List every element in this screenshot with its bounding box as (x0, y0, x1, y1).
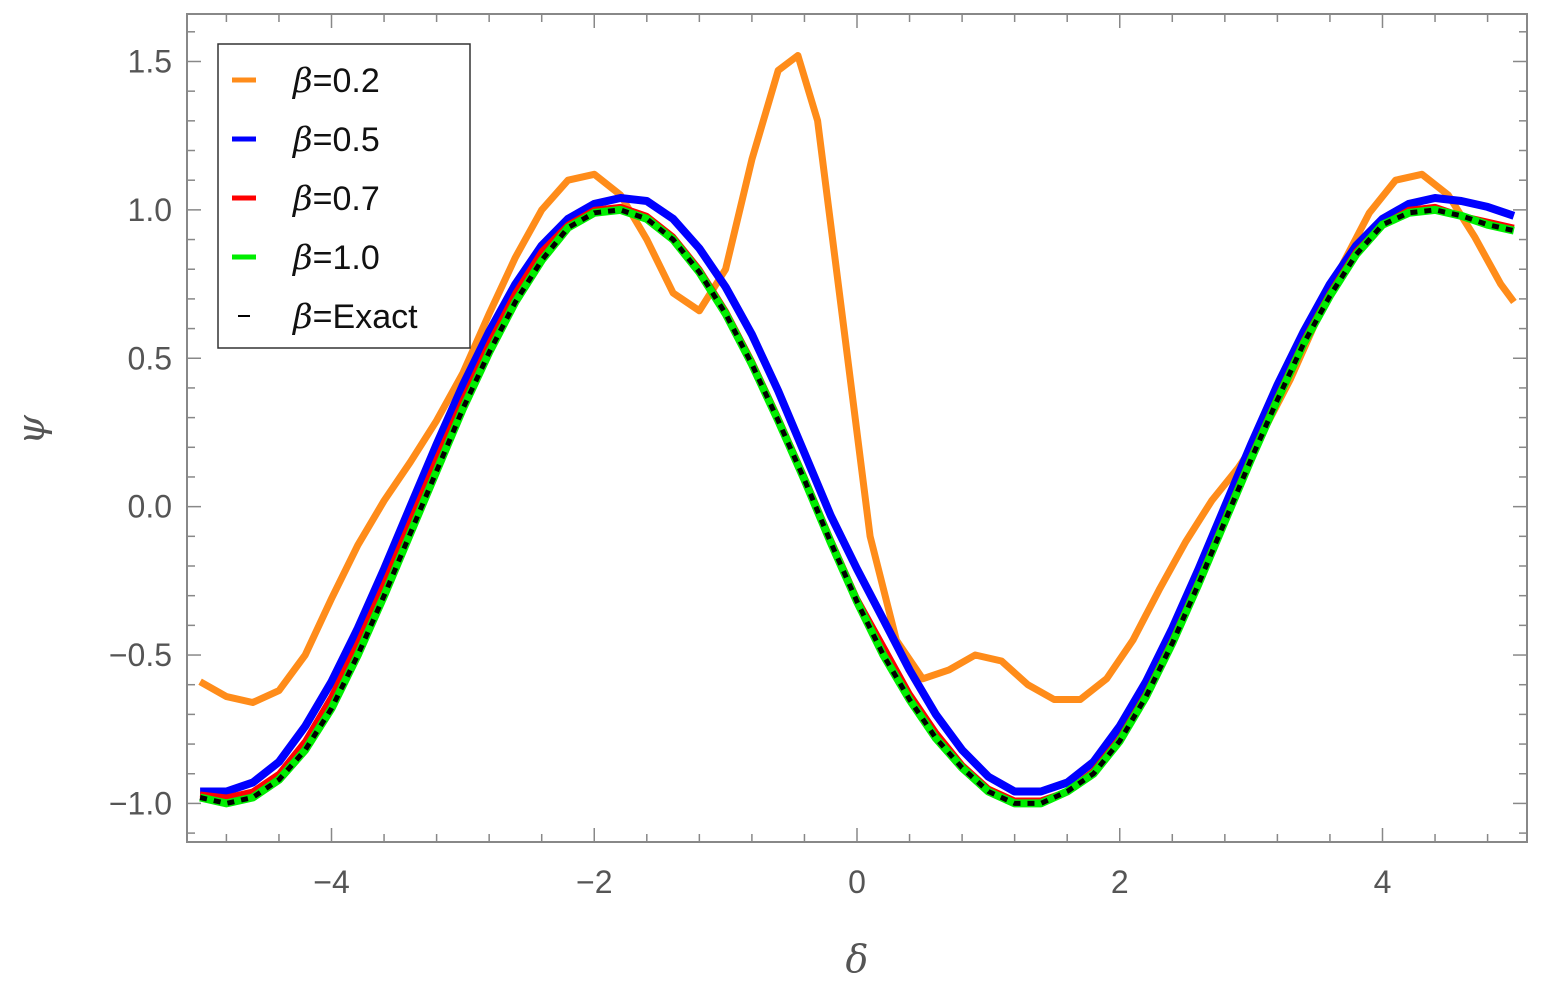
x-tick-label: −4 (313, 864, 349, 900)
y-tick-label: −1.0 (109, 785, 172, 821)
y-tick-label: 0.0 (128, 489, 172, 525)
legend: β=0.2 β=0.5 β=0.7 β=1.0 β=Exact (217, 43, 471, 349)
x-tick-label: 2 (1111, 864, 1129, 900)
x-tick-label: 0 (848, 864, 866, 900)
x-tick-labels: −4 −2 0 2 4 (313, 864, 1391, 900)
series-line-Exact (199, 207, 1515, 806)
legend-label: β=0.2 (291, 61, 380, 101)
y-tick-labels: −1.0 −0.5 0.0 0.5 1.0 1.5 (109, 43, 172, 821)
y-axis-label: ψ (9, 414, 53, 445)
y-tick-label: 1.5 (128, 43, 172, 79)
legend-label: β=1.0 (291, 238, 380, 278)
axis-ticks (187, 14, 1527, 842)
y-tick-label: 1.0 (128, 192, 172, 228)
x-axis-label: δ (846, 937, 869, 981)
series-line-0-5 (200, 194, 1516, 796)
x-tick-label: 4 (1374, 864, 1392, 900)
y-tick-label: 0.5 (128, 340, 172, 376)
y-tick-label: −0.5 (109, 637, 172, 673)
x-tick-label: −2 (576, 864, 612, 900)
series-lines (198, 52, 1517, 808)
legend-label: β=0.5 (291, 120, 380, 160)
legend-label: β=0.7 (291, 179, 380, 219)
legend-label: β=Exact (291, 297, 418, 337)
legend-box (217, 43, 471, 349)
